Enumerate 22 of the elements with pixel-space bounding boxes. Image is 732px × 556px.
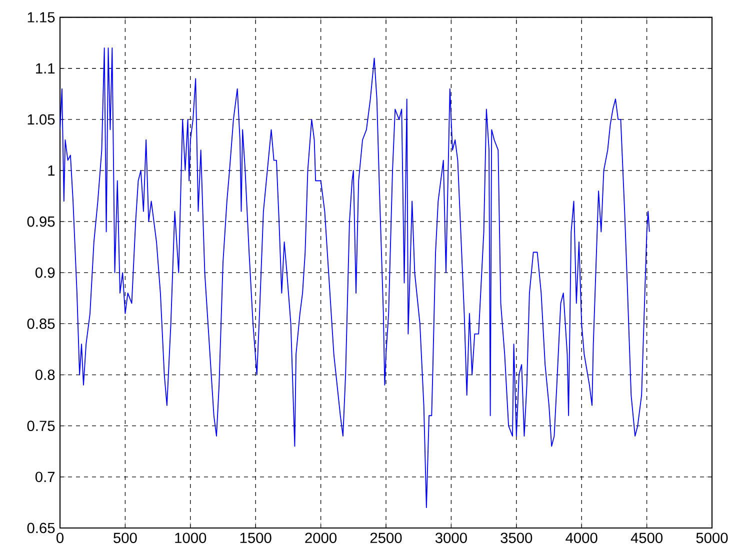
x-tick-label: 0	[56, 532, 64, 544]
y-tick-label: 0.65	[27, 522, 55, 534]
x-tick-label: 2000	[305, 532, 337, 544]
x-tick-label: 4500	[630, 532, 663, 544]
y-tick-label: 0.9	[35, 267, 55, 278]
y-tick-label: 0.75	[27, 420, 55, 432]
x-tick-label: 4000	[566, 532, 598, 544]
x-tick-label: 500	[114, 532, 137, 544]
y-tick-label: 1	[48, 165, 55, 176]
y-tick-label: 0.8	[35, 370, 55, 380]
y-tick-label: 0.7	[35, 472, 55, 482]
y-tick-label: 0.95	[27, 216, 55, 227]
x-tick-label: 3000	[435, 532, 467, 544]
x-tick-label: 3500	[500, 532, 532, 544]
x-tick-label: 1000	[175, 532, 206, 544]
x-tick-label: 5000	[696, 532, 728, 544]
x-tick-label: 1500	[240, 532, 272, 544]
y-tick-label: 1.05	[28, 114, 55, 125]
x-tick-label: 2500	[370, 532, 402, 544]
y-tick-label: 1.15	[28, 12, 55, 22]
y-tick-label: 1.1	[36, 63, 55, 74]
y-tick-label: 0.85	[27, 318, 55, 329]
